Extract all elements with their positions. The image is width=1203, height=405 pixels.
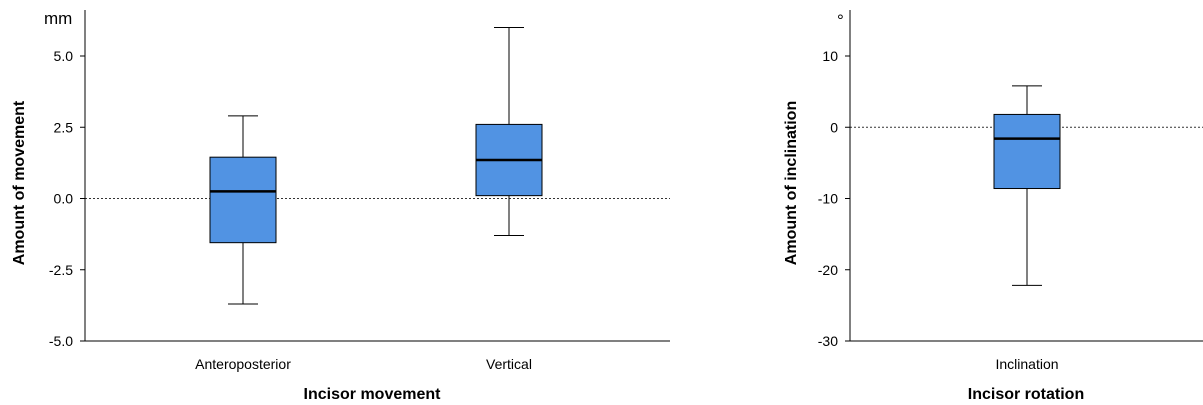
y-axis-title: Amount of inclination	[783, 101, 800, 265]
iqr-box	[209, 156, 277, 244]
box-vertical	[475, 27, 543, 237]
y-tick-label: 5.0	[54, 48, 74, 64]
y-tick-label: 10	[822, 48, 838, 64]
box-anteroposterior	[209, 115, 277, 305]
y-tick-label: 2.5	[54, 119, 74, 135]
x-category-label: Anteroposterior	[195, 356, 291, 372]
y-unit-label: °	[837, 11, 844, 30]
y-unit-label: mm	[44, 9, 72, 28]
y-tick-label: -2.5	[49, 262, 73, 278]
y-tick-label: 0	[830, 119, 838, 135]
x-category-label: Inclination	[995, 356, 1058, 372]
iqr-box	[993, 113, 1061, 190]
x-category-label: Vertical	[486, 356, 532, 372]
y-tick-label: -10	[818, 191, 838, 207]
y-tick-label: -5.0	[49, 333, 73, 349]
movement-boxplot-chart: mm -5.0 -2.5 0.0 2.5 5.0 Anteroposterior Vert…	[11, 9, 670, 403]
inclination-boxplot-chart: ° -30 -20 -10 0 10 Inclination Incisor rotat…	[783, 10, 1203, 403]
x-axis-title: Incisor rotation	[968, 386, 1084, 403]
y-tick-label: -20	[818, 262, 838, 278]
y-axis-title: Amount of movement	[11, 100, 28, 265]
box-inclination	[993, 85, 1061, 286]
x-axis-title: Incisor movement	[304, 386, 442, 403]
y-tick-label: -30	[818, 333, 838, 349]
y-tick-label: 0.0	[54, 191, 74, 207]
